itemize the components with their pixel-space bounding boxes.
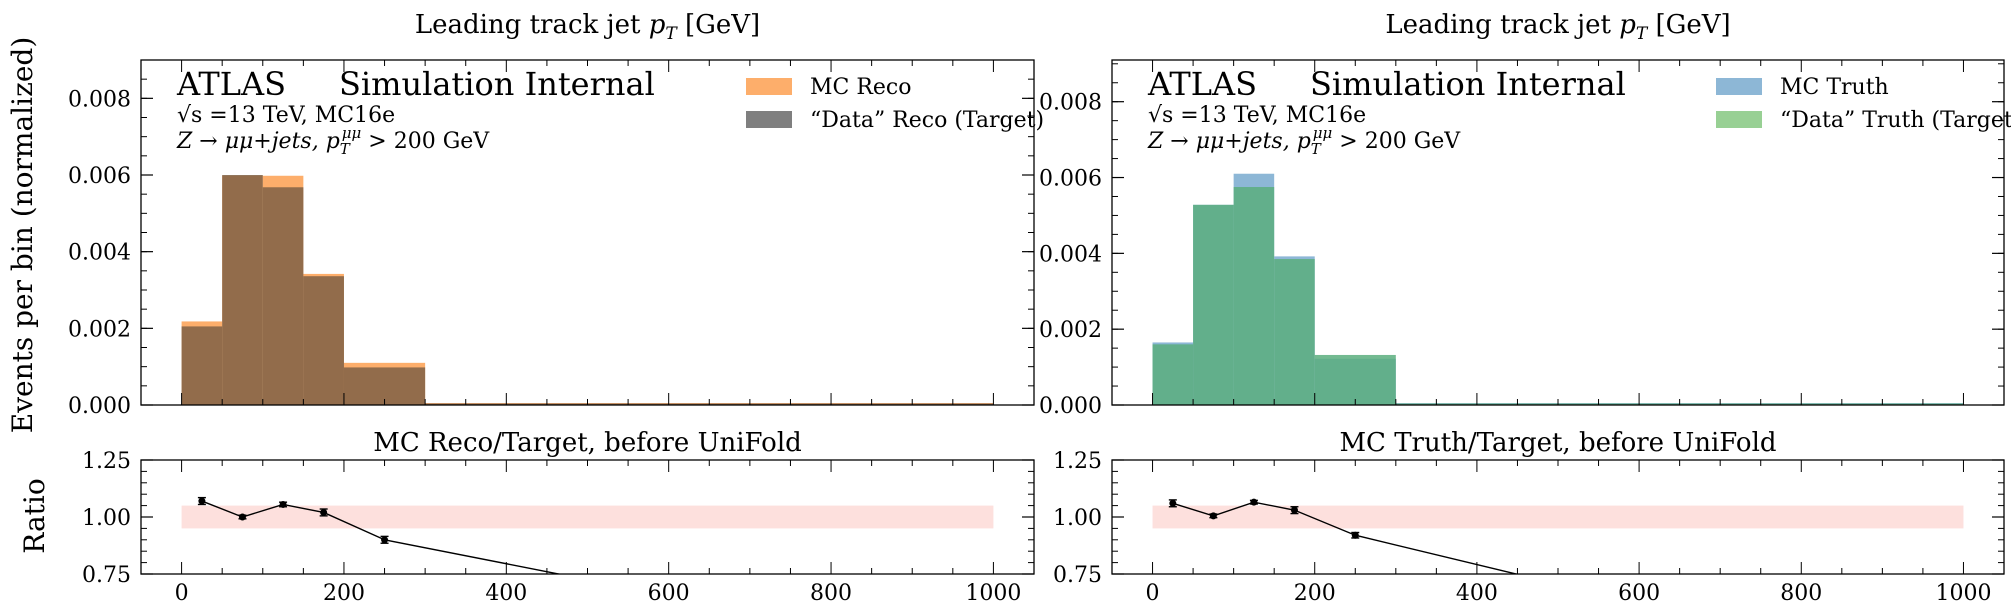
ratio-point-3	[279, 500, 287, 508]
x-tick-label: 600	[648, 581, 690, 606]
legend-swatch-2	[1716, 111, 1762, 128]
legend-swatch-1	[1716, 78, 1762, 95]
ratio-y-tick-label: 1.00	[82, 506, 131, 531]
ratio-point-4	[320, 508, 328, 516]
ratio-point-1	[198, 497, 206, 505]
x-tick-label: 200	[323, 581, 365, 606]
y-axis-label: Events per bin (normalized)	[6, 37, 39, 434]
energy-label: √s =13 TeV, MC16e	[1148, 103, 1366, 128]
ratio-line	[1172, 501, 1520, 574]
y-tick-label: 0.008	[68, 87, 131, 112]
ratio-point-5	[1351, 531, 1359, 539]
y-tick-label: 0.002	[68, 317, 131, 342]
bar-target-1	[222, 175, 263, 405]
x-tick-label: 600	[1618, 581, 1660, 606]
panel-title: Leading track jet pT [GeV]	[1385, 10, 1730, 44]
y-tick-label: 0.006	[68, 164, 131, 189]
atlas-label: ATLAS	[1147, 65, 1257, 103]
bar-target-1	[1193, 204, 1234, 405]
process-label: Z → μμ+jets, pTμμ > 200 GeV	[176, 124, 490, 158]
x-tick-label: 1000	[1935, 581, 1991, 606]
y-tick-label: 0.004	[68, 241, 131, 266]
bar-target-4	[343, 367, 426, 405]
bar-target-3	[1274, 259, 1315, 405]
atlas-sub-label: Simulation Internal	[339, 65, 655, 103]
x-tick-label: 800	[810, 581, 852, 606]
ratio-point-1	[1169, 499, 1177, 507]
panel-title: Leading track jet pT [GeV]	[415, 10, 760, 44]
bar-target-3	[303, 276, 344, 405]
x-tick-label: 400	[1456, 581, 1498, 606]
x-tick-label: 0	[1146, 581, 1160, 606]
y-tick-label: 0.000	[68, 394, 131, 419]
x-tick-label: 400	[485, 581, 527, 606]
atlas-label: ATLAS	[176, 65, 286, 103]
legend-swatch-1	[746, 78, 792, 95]
y-tick-label: 0.000	[1039, 394, 1102, 419]
ratio-line	[201, 500, 563, 574]
ratio-point-3	[1250, 498, 1258, 506]
ratio-y-tick-label: 0.75	[1053, 563, 1102, 588]
x-tick-label: 0	[175, 581, 189, 606]
process-label: Z → μμ+jets, pTμμ > 200 GeV	[1147, 124, 1461, 158]
ratio-point-5	[381, 536, 389, 544]
legend-swatch-2	[746, 111, 792, 128]
y-tick-label: 0.002	[1039, 318, 1102, 343]
chart-panel-1: Leading track jet pT [GeV] 0.000 0.002 0.00…	[68, 10, 1044, 606]
bar-target-2	[262, 187, 304, 405]
y-tick-label: 0.008	[1039, 91, 1102, 116]
ratio-title: MC Truth/Target, before UniFold	[1339, 428, 1776, 458]
ratio-band	[181, 505, 994, 529]
bar-target-4	[1314, 354, 1396, 405]
ratio-point-4	[1290, 506, 1298, 514]
ratio-axis-label: Ratio	[18, 478, 51, 553]
legend-label-1: MC Reco	[810, 75, 912, 100]
ratio-y-tick-label: 0.75	[82, 563, 131, 588]
y-tick-label: 0.004	[1039, 242, 1102, 267]
bar-target-0	[1152, 344, 1194, 405]
ratio-y-tick-label: 1.25	[82, 449, 131, 474]
bar-target-2	[1233, 187, 1275, 405]
chart-panel-2: Leading track jet pT [GeV] 0.000 0.002 0.00…	[1039, 10, 2011, 606]
ratio-title: MC Reco/Target, before UniFold	[373, 428, 802, 458]
bar-target-0	[181, 326, 223, 405]
atlas-sub-label: Simulation Internal	[1310, 65, 1626, 103]
legend-label-2: “Data” Reco (Target)	[810, 108, 1044, 133]
ratio-y-tick-label: 1.25	[1053, 449, 1102, 474]
x-tick-label: 800	[1780, 581, 1822, 606]
legend-label-1: MC Truth	[1780, 75, 1889, 100]
x-tick-label: 1000	[965, 581, 1021, 606]
y-tick-label: 0.006	[1039, 167, 1102, 192]
ratio-y-tick-label: 1.00	[1053, 506, 1102, 531]
legend-label-2: “Data” Truth (Target)	[1780, 108, 2011, 133]
ratio-point-2	[238, 513, 246, 521]
energy-label: √s =13 TeV, MC16e	[177, 103, 395, 128]
ratio-band	[1152, 505, 1964, 529]
ratio-point-2	[1209, 512, 1217, 520]
x-tick-label: 200	[1294, 581, 1336, 606]
